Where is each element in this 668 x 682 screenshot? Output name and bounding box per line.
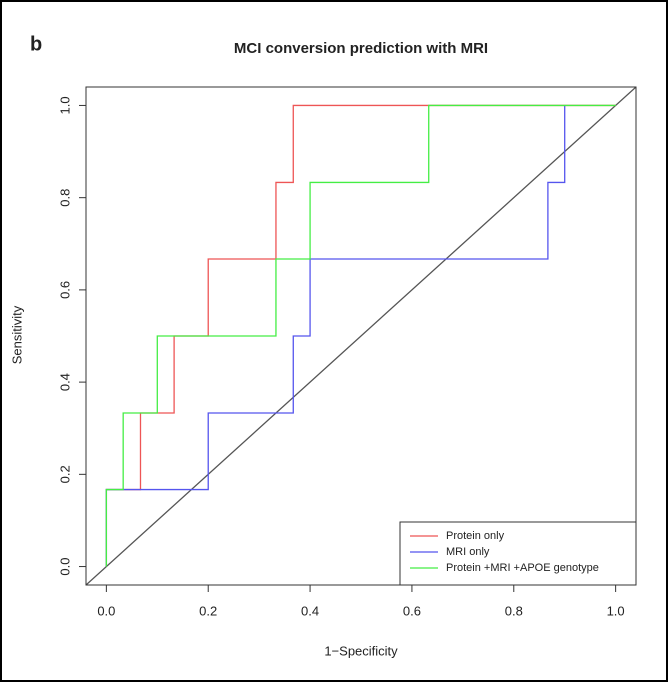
x-tick-label: 0.4 bbox=[301, 603, 319, 618]
x-tick-label: 1.0 bbox=[607, 603, 625, 618]
roc-curve bbox=[105, 104, 616, 567]
x-tick-label: 0.8 bbox=[505, 603, 523, 618]
x-tick-label: 0.0 bbox=[97, 603, 115, 618]
reference-diagonal bbox=[86, 87, 636, 585]
roc-curve bbox=[105, 105, 566, 567]
y-tick-label: 0.6 bbox=[57, 281, 72, 299]
plot-border bbox=[85, 86, 637, 586]
y-tick-label: 0.4 bbox=[57, 373, 72, 391]
y-tick-label: 0.0 bbox=[57, 558, 72, 576]
y-tick-label: 0.2 bbox=[57, 465, 72, 483]
x-axis-label: 1−Specificity bbox=[324, 643, 398, 658]
y-axis-label: Sensitivity bbox=[9, 305, 24, 364]
x-tick-label: 0.6 bbox=[403, 603, 421, 618]
y-tick-label: 1.0 bbox=[57, 96, 72, 114]
legend-box bbox=[399, 521, 637, 586]
x-tick-label: 0.2 bbox=[199, 603, 217, 618]
chart-title: MCI conversion prediction with MRI bbox=[234, 40, 488, 57]
y-tick-label: 0.8 bbox=[57, 189, 72, 207]
legend-label: Protein +MRI +APOE genotype bbox=[446, 562, 599, 574]
legend-label: MRI only bbox=[446, 546, 490, 558]
panel-label: b bbox=[30, 33, 42, 55]
legend-label: Protein only bbox=[446, 530, 505, 542]
